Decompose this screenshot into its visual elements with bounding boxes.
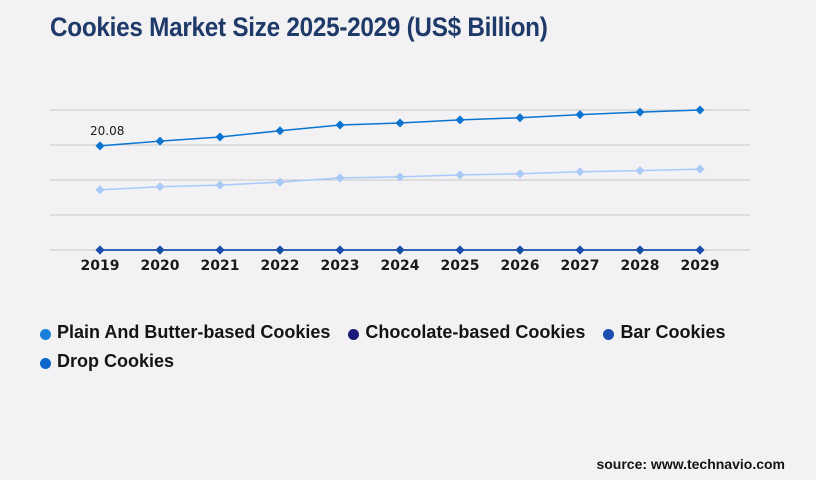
data-point-marker[interactable]: [575, 167, 585, 177]
data-point-marker[interactable]: [335, 245, 345, 255]
legend-label: Plain And Butter-based Cookies: [57, 322, 331, 342]
data-label: 20.08: [90, 124, 124, 138]
data-point-marker[interactable]: [515, 245, 525, 255]
chart-legend: Plain And Butter-based Cookies Chocolate-…: [40, 322, 760, 372]
legend-item[interactable]: Plain And Butter-based Cookies: [40, 322, 330, 343]
data-point-marker[interactable]: [455, 245, 465, 255]
series-2: [95, 245, 705, 255]
series-line: [99, 109, 701, 147]
data-point-marker[interactable]: [515, 169, 525, 179]
data-point-marker[interactable]: [275, 245, 285, 255]
legend-label: Bar Cookies: [620, 322, 726, 342]
data-point-marker[interactable]: [155, 245, 165, 255]
x-tick-label: 2027: [561, 258, 600, 274]
data-point-marker[interactable]: [275, 177, 285, 187]
legend-item[interactable]: Drop Cookies: [40, 351, 174, 372]
data-point-marker[interactable]: [395, 172, 405, 182]
legend-marker-icon: [40, 357, 51, 369]
data-point-marker[interactable]: [455, 170, 465, 180]
legend-marker-icon: [603, 328, 615, 340]
legend-label: Drop Cookies: [57, 351, 175, 371]
data-point-marker[interactable]: [155, 136, 165, 146]
data-point-marker[interactable]: [335, 120, 345, 130]
x-tick-label: 2025: [441, 258, 480, 274]
legend-marker-icon: [40, 328, 51, 340]
legend-label: Chocolate-based Cookies: [365, 322, 586, 342]
data-point-marker[interactable]: [695, 105, 705, 115]
labels: 2019 2020 2021 2022 2023 2024 2025 2026 2027 2028…: [81, 124, 720, 274]
data-point-marker[interactable]: [575, 110, 585, 120]
data-point-marker[interactable]: [395, 245, 405, 255]
series-0: [95, 105, 705, 151]
data-point-marker[interactable]: [635, 107, 645, 117]
x-tick-label: 2022: [261, 258, 300, 274]
data-point-marker[interactable]: [635, 166, 645, 176]
data-point-marker[interactable]: [695, 164, 705, 174]
data-point-marker[interactable]: [215, 180, 225, 190]
source-credit: source: www.technavio.com: [596, 456, 785, 472]
series-lines: [95, 105, 705, 255]
data-point-marker[interactable]: [635, 245, 645, 255]
series-1: [95, 164, 705, 195]
data-point-marker[interactable]: [395, 118, 405, 128]
data-point-marker[interactable]: [515, 113, 525, 123]
legend-item[interactable]: Chocolate-based Cookies: [348, 322, 585, 343]
x-tick-label: 2024: [381, 258, 420, 274]
data-point-marker[interactable]: [215, 132, 225, 142]
legend-item[interactable]: Bar Cookies: [603, 322, 725, 343]
chart-title: Cookies Market Size 2025-2029 (US$ Billi…: [50, 12, 548, 42]
data-point-marker[interactable]: [335, 173, 345, 183]
data-point-marker[interactable]: [95, 245, 105, 255]
x-tick-label: 2029: [681, 258, 720, 274]
data-point-marker[interactable]: [155, 182, 165, 192]
x-tick-label: 2026: [501, 258, 540, 274]
data-point-marker[interactable]: [95, 141, 105, 151]
data-point-marker[interactable]: [95, 185, 105, 195]
data-point-marker[interactable]: [575, 245, 585, 255]
x-tick-label: 2021: [201, 258, 240, 274]
data-point-marker[interactable]: [215, 245, 225, 255]
data-point-marker[interactable]: [695, 245, 705, 255]
x-tick-label: 2028: [621, 258, 660, 274]
x-tick-label: 2019: [81, 258, 120, 274]
legend-marker-icon: [348, 328, 360, 340]
x-tick-label: 2020: [141, 258, 180, 274]
data-point-marker[interactable]: [455, 115, 465, 125]
x-tick-label: 2023: [321, 258, 360, 274]
data-point-marker[interactable]: [275, 126, 285, 136]
